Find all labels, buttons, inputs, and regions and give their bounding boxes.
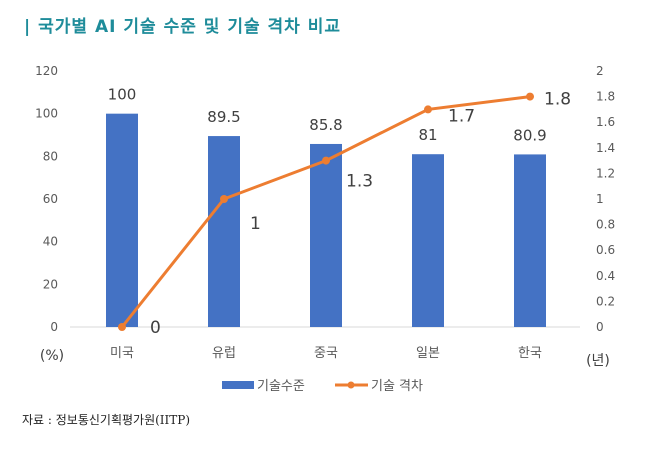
- chart-title: | 국가별 AI 기술 수준 및 기술 격차 비교: [24, 17, 341, 37]
- left-tick-label: 60: [43, 192, 58, 206]
- right-tick-label: 1.6: [596, 115, 615, 129]
- line-data-label: 1: [250, 214, 261, 234]
- right-tick-label: 0: [596, 320, 604, 334]
- bar: [106, 113, 138, 328]
- bar: [514, 154, 546, 327]
- line-data-label: 0: [150, 318, 161, 338]
- left-tick-label: 20: [43, 277, 58, 291]
- left-tick-label: 100: [35, 107, 58, 121]
- line-point: [118, 323, 126, 331]
- bar-data-label: 89.5: [207, 108, 240, 126]
- right-tick-label: 0.6: [596, 243, 615, 257]
- right-tick-label: 0.8: [596, 218, 615, 232]
- category-label: 중국: [314, 346, 338, 361]
- bar-data-label: 81: [418, 126, 437, 144]
- legend-line-label: 기술 격차: [371, 379, 423, 394]
- right-tick-label: 1.8: [596, 90, 615, 104]
- line-point: [526, 92, 534, 101]
- right-tick-label: 0.2: [596, 294, 615, 308]
- left-tick-label: 40: [43, 235, 58, 249]
- left-tick-label: 120: [35, 64, 58, 78]
- bar: [310, 143, 342, 327]
- category-label: 미국: [110, 346, 134, 361]
- bar-data-label: 85.8: [309, 116, 342, 134]
- line-data-label: 1.8: [544, 90, 571, 110]
- line-data-label: 1.3: [346, 172, 373, 192]
- legend-bar-swatch: [222, 381, 254, 389]
- legend-line-marker: [347, 381, 355, 389]
- left-tick-label: 0: [50, 320, 58, 334]
- line-point: [424, 105, 432, 114]
- category-label: 일본: [416, 346, 440, 361]
- left-axis-unit: (%): [40, 348, 64, 364]
- source-note: 자료 : 정보통신기획평가원(IITP): [22, 413, 191, 427]
- right-axis-unit: (년): [586, 353, 610, 369]
- line-point: [220, 195, 228, 203]
- bar-data-label: 80.9: [513, 126, 546, 144]
- bar: [208, 136, 240, 327]
- line-data-label: 1.7: [448, 106, 475, 126]
- bar-data-label: 100: [108, 86, 137, 104]
- legend-bar-label: 기술수준: [257, 379, 305, 394]
- right-tick-label: 2: [596, 64, 604, 78]
- category-label: 유럽: [212, 346, 236, 361]
- right-tick-label: 1.4: [596, 141, 615, 155]
- right-tick-label: 1: [596, 192, 604, 206]
- category-label: 한국: [518, 346, 542, 361]
- right-tick-label: 1.2: [596, 166, 615, 180]
- line-point: [322, 156, 330, 165]
- bar: [412, 154, 444, 327]
- right-tick-label: 0.4: [596, 269, 615, 283]
- left-tick-label: 80: [43, 149, 58, 163]
